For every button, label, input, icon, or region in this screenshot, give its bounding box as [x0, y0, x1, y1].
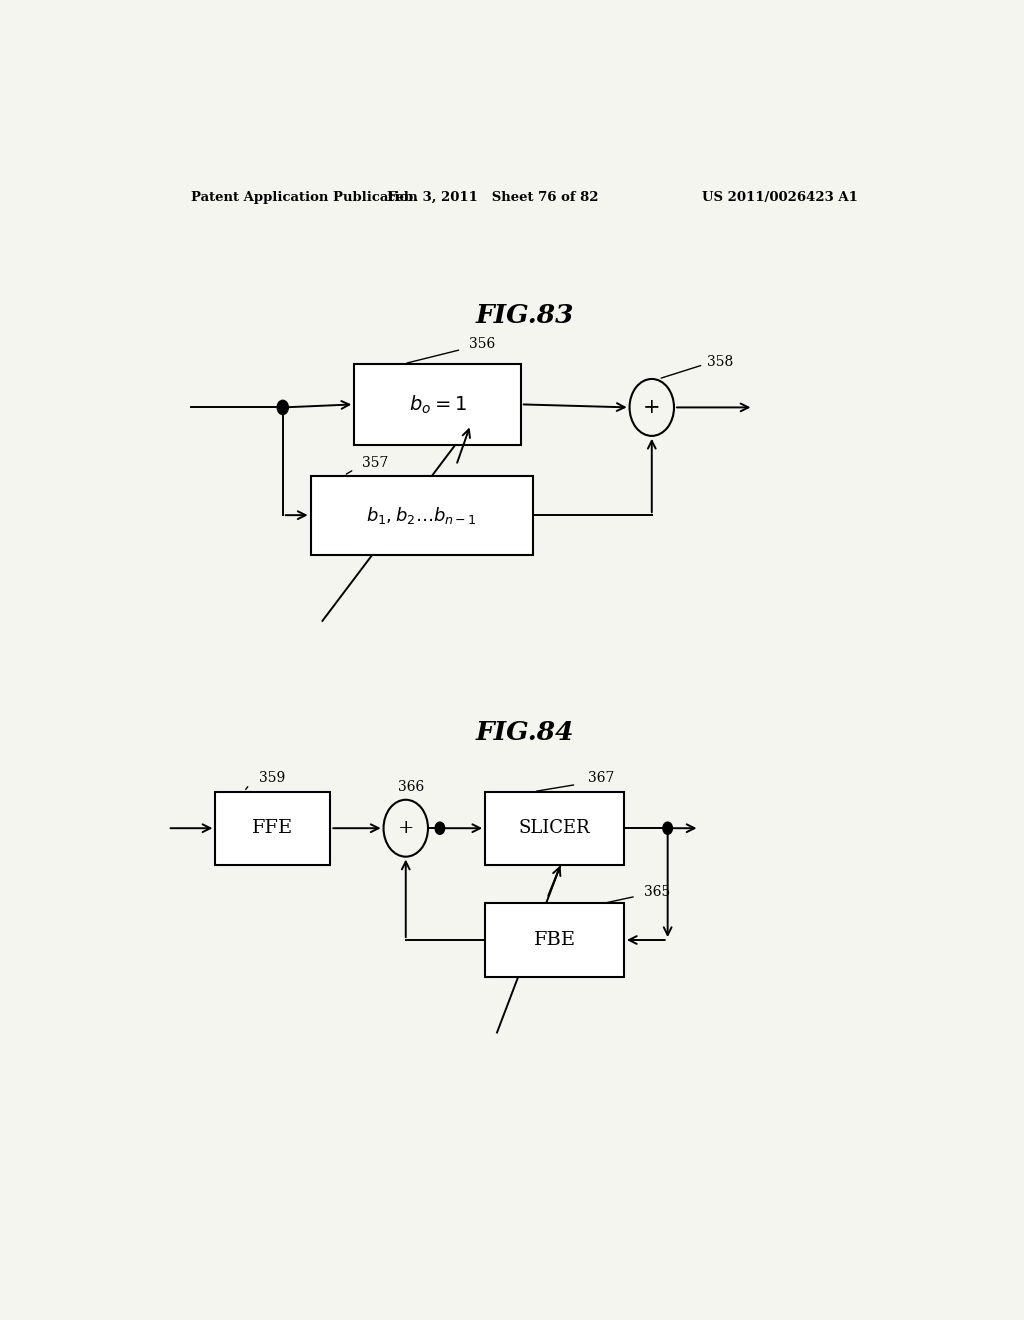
FancyBboxPatch shape [485, 903, 624, 977]
FancyBboxPatch shape [215, 792, 331, 865]
Text: 357: 357 [362, 457, 388, 470]
Text: +: + [397, 820, 414, 837]
Text: 358: 358 [708, 355, 733, 368]
FancyBboxPatch shape [485, 792, 624, 865]
Text: FBE: FBE [534, 931, 575, 949]
Text: 359: 359 [259, 771, 286, 785]
Text: Patent Application Publication: Patent Application Publication [191, 190, 418, 203]
Text: US 2011/0026423 A1: US 2011/0026423 A1 [702, 190, 858, 203]
Circle shape [663, 822, 673, 834]
Text: 356: 356 [469, 338, 496, 351]
Text: +: + [643, 397, 660, 417]
FancyBboxPatch shape [354, 364, 521, 445]
Circle shape [278, 400, 289, 414]
Text: Feb. 3, 2011   Sheet 76 of 82: Feb. 3, 2011 Sheet 76 of 82 [387, 190, 599, 203]
Text: 365: 365 [644, 886, 670, 899]
Text: 366: 366 [397, 780, 424, 793]
FancyBboxPatch shape [310, 475, 532, 554]
Text: $b_o = 1$: $b_o = 1$ [409, 393, 466, 416]
Text: FIG.84: FIG.84 [475, 721, 574, 746]
Text: 367: 367 [588, 771, 614, 785]
Text: SLICER: SLICER [519, 820, 591, 837]
Text: FFE: FFE [252, 820, 294, 837]
Circle shape [435, 822, 444, 834]
Text: FIG.83: FIG.83 [475, 304, 574, 329]
Text: $b_1, b_2 \ldots b_{n-1}$: $b_1, b_2 \ldots b_{n-1}$ [367, 504, 477, 525]
